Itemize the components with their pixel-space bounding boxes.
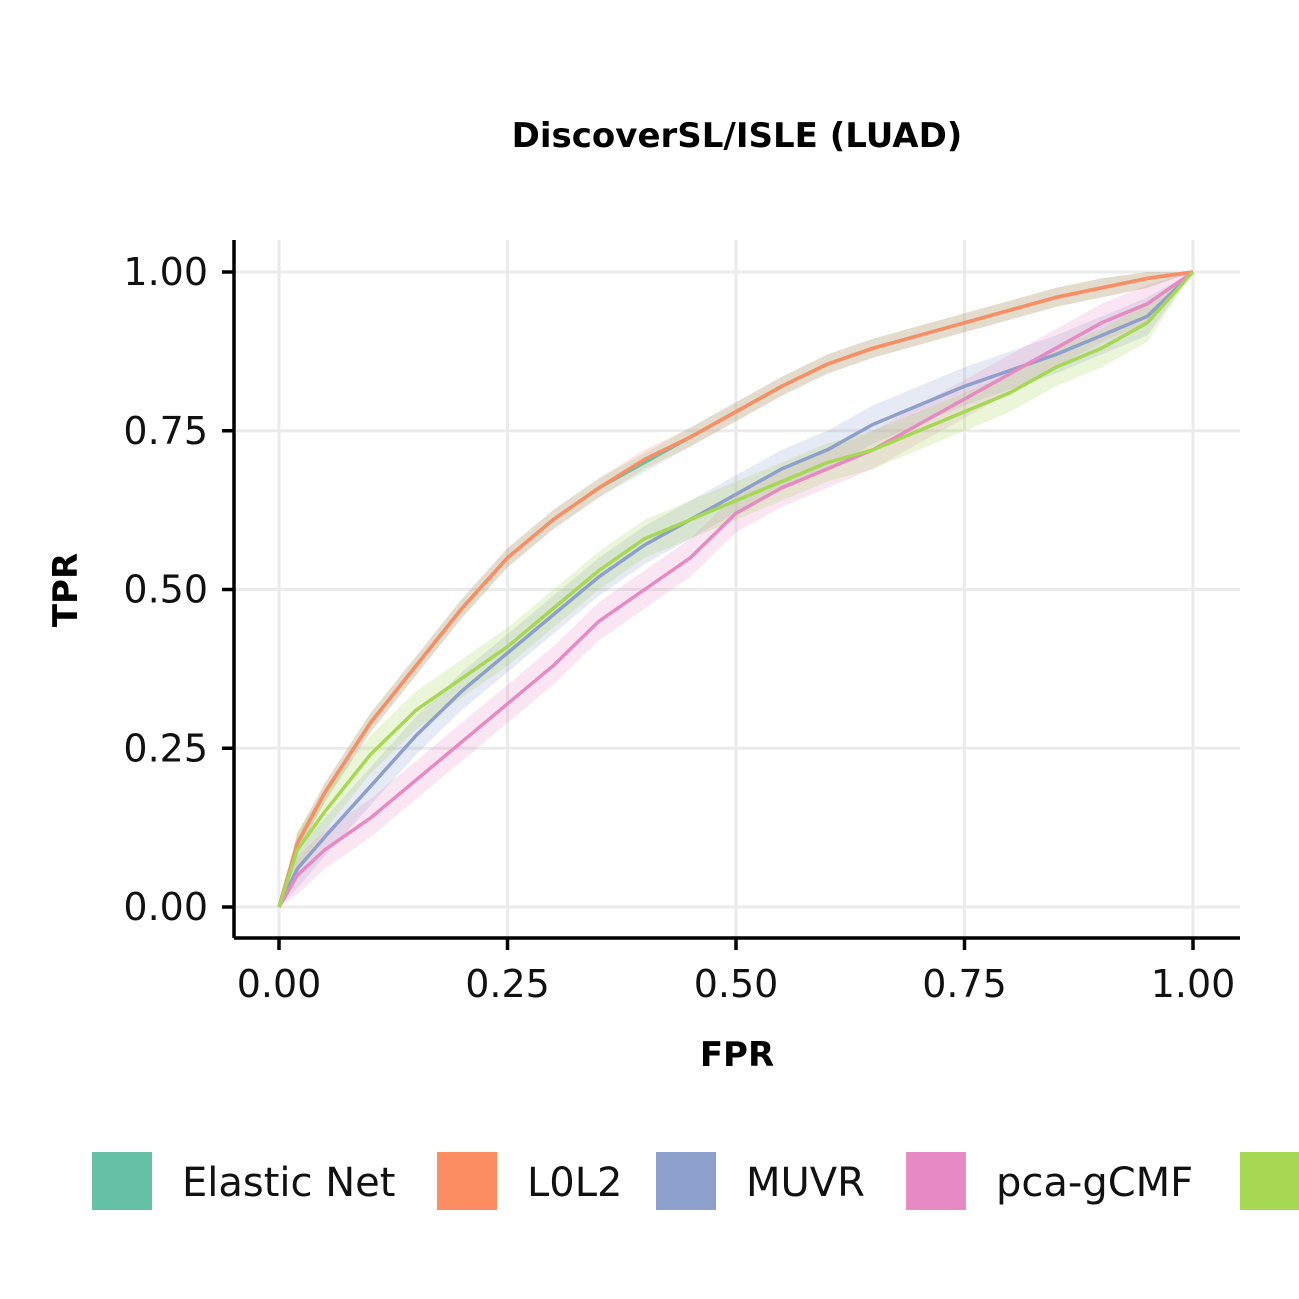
legend-label-3: pca-gCMF bbox=[996, 1160, 1193, 1206]
legend-key-2 bbox=[656, 1152, 716, 1210]
y-tick-label-4: 1.00 bbox=[123, 250, 208, 294]
band-series-4 bbox=[279, 272, 1193, 907]
y-tick-label-1: 0.25 bbox=[123, 726, 208, 770]
x-tick-label-4: 1.00 bbox=[1151, 962, 1236, 1006]
y-tick-label-2: 0.50 bbox=[123, 568, 208, 612]
legend-key-1 bbox=[437, 1152, 497, 1210]
x-tick-label-2: 0.50 bbox=[694, 962, 779, 1006]
line-series-4 bbox=[277, 270, 1195, 908]
legend-label-1: L0L2 bbox=[527, 1160, 622, 1206]
axes: 0.00 0.25 0.50 0.75 1.00 0.00 0.25 0.50 0.75 1.00 bbox=[123, 240, 1240, 1006]
chart-title: DiscoverSL/ISLE (LUAD) bbox=[512, 116, 963, 156]
x-tick-label-1: 0.25 bbox=[465, 962, 550, 1006]
legend-key-4 bbox=[1240, 1152, 1299, 1210]
legend-key-3 bbox=[906, 1152, 966, 1210]
x-tick-label-3: 0.75 bbox=[922, 962, 1007, 1006]
legend: Elastic Net L0L2 MUVR pca-gCMF bbox=[92, 1152, 1299, 1210]
x-tick-label-0: 0.00 bbox=[237, 962, 322, 1006]
line-series-1 bbox=[277, 270, 1194, 908]
legend-key-0 bbox=[92, 1152, 152, 1210]
legend-label-2: MUVR bbox=[746, 1160, 865, 1206]
roc-curves bbox=[277, 270, 1195, 908]
x-axis-title: FPR bbox=[700, 1035, 774, 1075]
y-tick-label-3: 0.75 bbox=[123, 409, 208, 453]
y-axis-title: TPR bbox=[46, 553, 86, 627]
legend-label-0: Elastic Net bbox=[182, 1160, 395, 1206]
y-tick-label-0: 0.00 bbox=[123, 885, 208, 929]
line-series-3 bbox=[277, 270, 1194, 908]
grid-lines bbox=[234, 240, 1240, 938]
